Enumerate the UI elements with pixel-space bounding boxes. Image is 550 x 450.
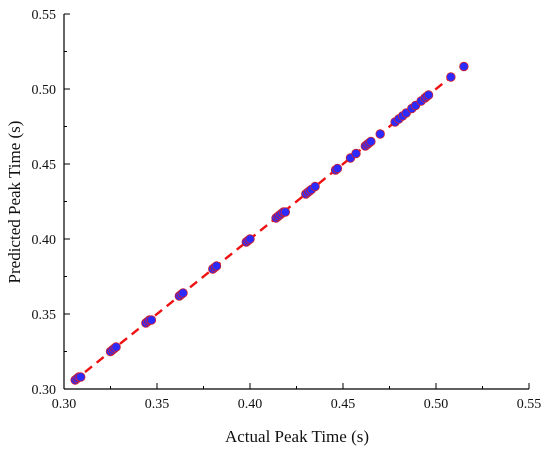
axes: 0.30 0.35 0.40 0.45 0.50 0.55 0.30 0.35 0.40 0.45… — [32, 8, 542, 412]
y-axis-title: Predicted Peak Time (s) — [5, 121, 24, 284]
data-point — [211, 261, 222, 271]
points-layer — [70, 61, 469, 385]
y-tick-label: 0.40 — [32, 233, 57, 248]
data-point — [366, 136, 376, 147]
data-point — [76, 372, 86, 382]
x-axis-title: Actual Peak Time (s) — [225, 427, 369, 446]
data-point — [351, 148, 361, 159]
data-point — [146, 315, 157, 325]
data-point — [111, 342, 121, 352]
data-point — [280, 207, 291, 217]
y-tick-label: 0.45 — [32, 158, 57, 173]
x-tick-label: 0.50 — [424, 397, 449, 412]
y-tick-label: 0.55 — [32, 8, 57, 23]
data-point — [245, 234, 255, 244]
data-point — [332, 163, 343, 174]
y-tick-label: 0.30 — [32, 383, 57, 398]
x-tick-label: 0.35 — [145, 397, 170, 412]
x-tick-label: 0.45 — [331, 397, 356, 412]
data-point — [375, 129, 385, 139]
x-tick-label: 0.55 — [517, 397, 542, 412]
x-tick-label: 0.30 — [52, 397, 77, 412]
y-tick-label: 0.50 — [32, 83, 57, 98]
y-tick-label: 0.35 — [32, 308, 57, 323]
data-point — [178, 288, 188, 298]
x-tick-label: 0.40 — [238, 397, 263, 412]
data-point — [446, 72, 456, 82]
data-point — [310, 181, 320, 192]
data-point — [423, 90, 434, 100]
data-point — [459, 61, 469, 72]
